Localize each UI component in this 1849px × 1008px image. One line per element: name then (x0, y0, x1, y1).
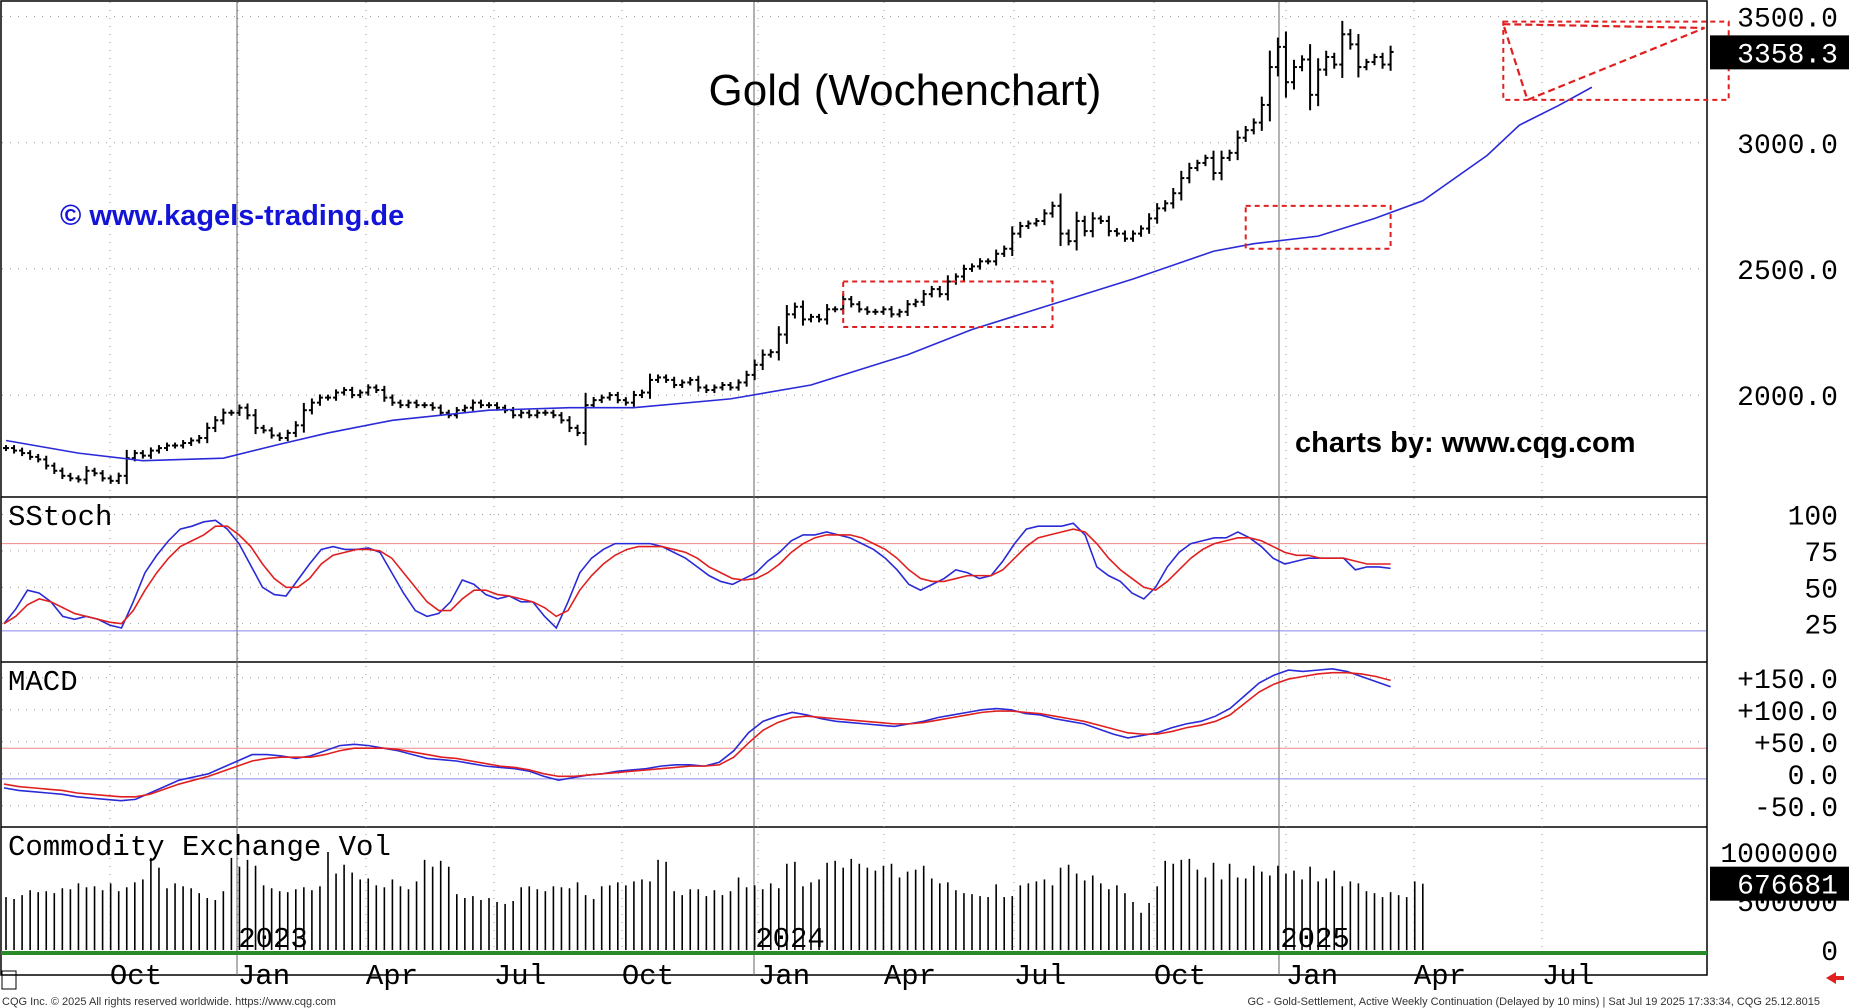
month-label: Oct (1154, 960, 1206, 993)
month-label: Apr (1414, 960, 1466, 993)
volume-last-value: 676681 (1737, 872, 1838, 903)
macd-tick-label: +150.0 (1737, 666, 1838, 697)
macd-tick-label: +50.0 (1754, 730, 1838, 761)
stoch-panel: 100 75 50 25 (2, 503, 1838, 643)
price-last-value: 3358.3 (1737, 40, 1838, 71)
price-tick-label: 3500.0 (1737, 5, 1838, 36)
volume-label: Commodity Exchange Vol (8, 831, 391, 864)
price-ma-line (5, 86, 1593, 462)
price-last-badge (1710, 35, 1849, 70)
month-label: Oct (110, 960, 162, 993)
watermark-text[interactable]: © www.kagels-trading.de (60, 200, 404, 232)
price-tick-label: 3000.0 (1737, 131, 1838, 162)
stoch-series-d (3, 525, 1391, 625)
volume-tick-label: 1000000 (1720, 840, 1838, 871)
year-label: 2024 (755, 923, 825, 956)
price-panel: 3500.0 3000.0 2500.0 2000.0 3358.3 (3, 5, 1849, 485)
annotation-box (1502, 20, 1730, 101)
footer-left[interactable]: CQG Inc. © 2025 All rights reserved worl… (2, 996, 336, 1008)
macd-series-macd (3, 668, 1391, 802)
stoch-series-k (3, 519, 1391, 630)
session-strip (1, 951, 1707, 955)
annotation-box (842, 280, 1054, 328)
stoch-label: SStoch (8, 501, 112, 534)
macd-panel: +150.0+100.0+50.00.0-50.0 (2, 666, 1838, 825)
stoch-tick-label: 25 (1804, 612, 1838, 643)
month-label: Jul (1542, 960, 1594, 993)
month-label: Oct (622, 960, 674, 993)
macd-tick-label: -50.0 (1754, 794, 1838, 825)
macd-tick-label: 0.0 (1788, 762, 1838, 793)
stoch-tick-label: 50 (1804, 575, 1838, 606)
chart-title: Gold (Wochenchart) (709, 66, 1102, 115)
footer-right: GC - Gold-Settlement, Active Weekly Cont… (1247, 996, 1820, 1008)
stoch-tick-label: 75 (1804, 539, 1838, 570)
volume-last-badge (1710, 866, 1849, 901)
grid-layer (2, 2, 1706, 975)
macd-series-signal (3, 671, 1391, 798)
volume-tick-label: 0 (1821, 938, 1838, 969)
month-label: Jan (238, 960, 290, 993)
month-label: Apr (884, 960, 936, 993)
macd-label: MACD (8, 666, 78, 699)
chart-frame (0, 0, 1708, 976)
month-label: Jul (1014, 960, 1066, 993)
triangle-pattern (1501, 23, 1705, 102)
x-axis: Oct Jan Apr Jul Oct Jan Apr Jul Oct Jan Apr Jul 2023… (110, 923, 1594, 993)
credit-text[interactable]: charts by: www.cqg.com (1295, 427, 1636, 459)
month-label: Apr (366, 960, 418, 993)
month-label: Jul (494, 960, 546, 993)
macd-tick-label: +100.0 (1737, 698, 1838, 729)
stoch-tick-label: 100 (1788, 503, 1838, 534)
price-tick-label: 2500.0 (1737, 257, 1838, 288)
annotation-box (1244, 204, 1392, 250)
month-label: Jan (1286, 960, 1338, 993)
scroll-arrow-icon[interactable] (1826, 972, 1844, 984)
year-label: 2023 (238, 923, 308, 956)
year-label: 2025 (1280, 923, 1350, 956)
scroll-box[interactable] (1, 970, 17, 990)
month-label: Jan (758, 960, 810, 993)
price-tick-label: 2000.0 (1737, 383, 1838, 414)
